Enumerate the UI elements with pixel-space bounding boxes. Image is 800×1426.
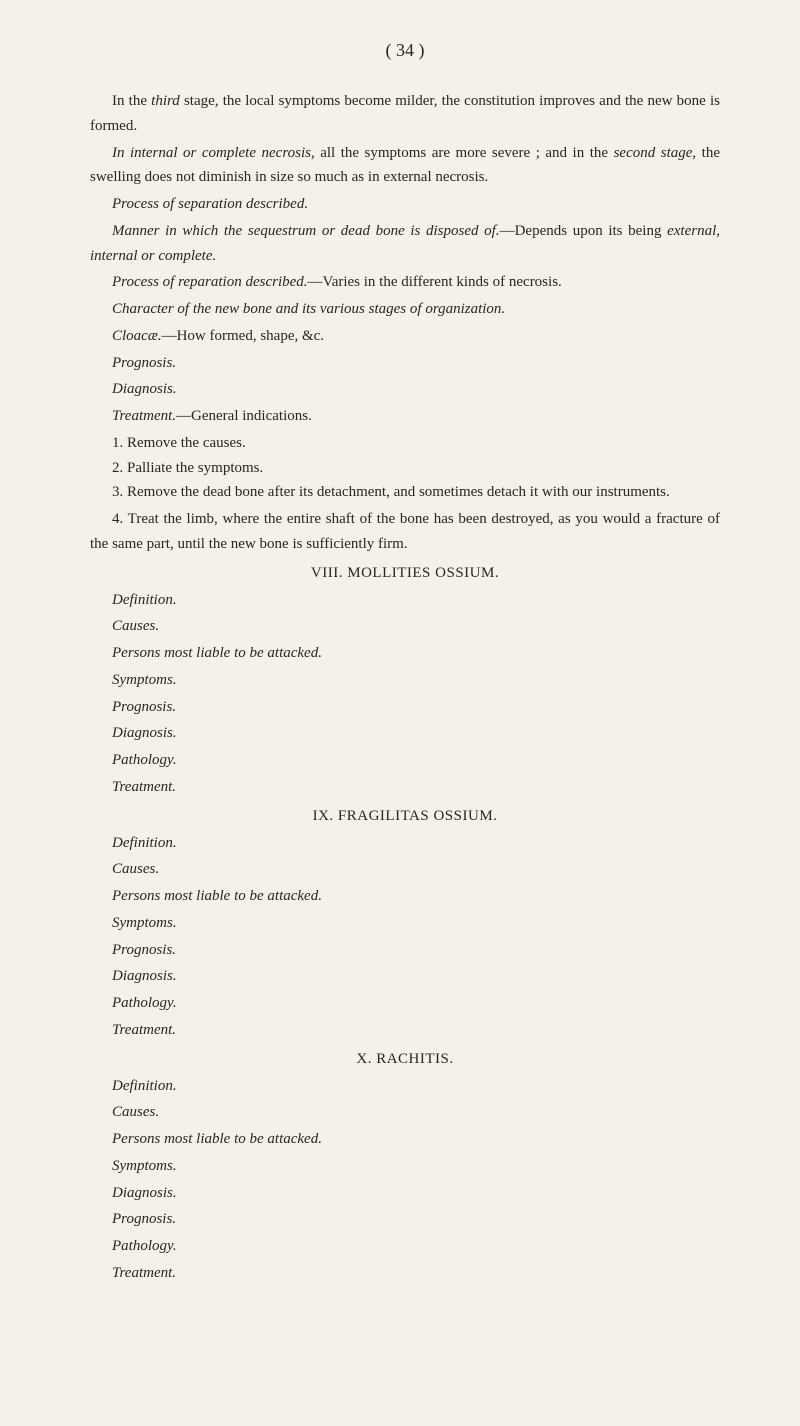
italic-text: In internal or complete necrosis [112,145,311,161]
s10-diagnosis: Diagnosis. [90,1181,720,1206]
italic-text: second stage [614,145,693,161]
italic-text: Process of separation described. [112,196,308,212]
s8-persons: Persons most liable to be attacked. [90,641,720,666]
italic-text: third [151,93,180,109]
text: —How formed, shape, &c. [162,328,324,344]
s10-prognosis: Prognosis. [90,1207,720,1232]
paragraph-8: Prognosis. [90,351,720,376]
italic-text: Manner in which the sequestrum or dead b… [112,223,500,239]
paragraph-2: In internal or complete necrosis, all th… [90,141,720,191]
text: —Depends upon its being [500,223,668,239]
s8-prognosis: Prognosis. [90,695,720,720]
section-heading-10: X. RACHITIS. [90,1051,720,1068]
italic-text: Character of the new bone and its variou… [112,301,505,317]
paragraph-9: Diagnosis. [90,377,720,402]
s9-pathology: Pathology. [90,991,720,1016]
s8-symptoms: Symptoms. [90,668,720,693]
s10-treatment: Treatment. [90,1261,720,1286]
s8-diagnosis: Diagnosis. [90,721,720,746]
text: In the [112,93,151,109]
text: —General indications. [176,408,312,424]
s10-symptoms: Symptoms. [90,1154,720,1179]
section-heading-9: IX. FRAGILITAS OSSIUM. [90,808,720,825]
italic-text: Treatment. [112,408,176,424]
italic-text: Diagnosis. [112,381,177,397]
s10-definition: Definition. [90,1074,720,1099]
paragraph-5: Process of reparation described.—Varies … [90,270,720,295]
s10-causes: Causes. [90,1100,720,1125]
s9-causes: Causes. [90,857,720,882]
page-number: ( 34 ) [90,40,720,61]
s9-persons: Persons most liable to be attacked. [90,884,720,909]
italic-text: Cloacæ. [112,328,162,344]
s8-treatment: Treatment. [90,775,720,800]
s10-persons: Persons most liable to be attacked. [90,1127,720,1152]
list-item-3: 3. Remove the dead bone after its detach… [90,480,720,505]
paragraph-1: In the third stage, the local symptoms b… [90,89,720,139]
s8-definition: Definition. [90,588,720,613]
italic-text: Process of reparation described. [112,274,308,290]
s8-pathology: Pathology. [90,748,720,773]
text: , all the symptoms are more severe ; and… [311,145,614,161]
section-heading-8: VIII. MOLLITIES OSSIUM. [90,565,720,582]
s9-diagnosis: Diagnosis. [90,964,720,989]
paragraph-7: Cloacæ.—How formed, shape, &c. [90,324,720,349]
paragraph-6: Character of the new bone and its variou… [90,297,720,322]
s9-prognosis: Prognosis. [90,938,720,963]
paragraph-4: Manner in which the sequestrum or dead b… [90,219,720,269]
s9-treatment: Treatment. [90,1018,720,1043]
paragraph-3: Process of separation described. [90,192,720,217]
list-item-4: 4. Treat the limb, where the entire shaf… [90,507,720,557]
paragraph-10: Treatment.—General indications. [90,404,720,429]
italic-text: Prognosis. [112,355,176,371]
s10-pathology: Pathology. [90,1234,720,1259]
s9-definition: Definition. [90,831,720,856]
s8-causes: Causes. [90,614,720,639]
list-item-2: 2. Palliate the symptoms. [90,456,720,481]
text: stage, the local symptoms become milder,… [90,93,720,134]
list-item-1: 1. Remove the causes. [90,431,720,456]
text: —Varies in the different kinds of necros… [308,274,562,290]
s9-symptoms: Symptoms. [90,911,720,936]
